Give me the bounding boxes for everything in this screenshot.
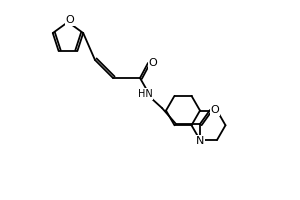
Text: O: O [211, 105, 219, 115]
Text: O: O [148, 58, 158, 68]
Text: HN: HN [138, 89, 152, 99]
Text: N: N [196, 136, 204, 146]
Text: O: O [66, 15, 74, 25]
